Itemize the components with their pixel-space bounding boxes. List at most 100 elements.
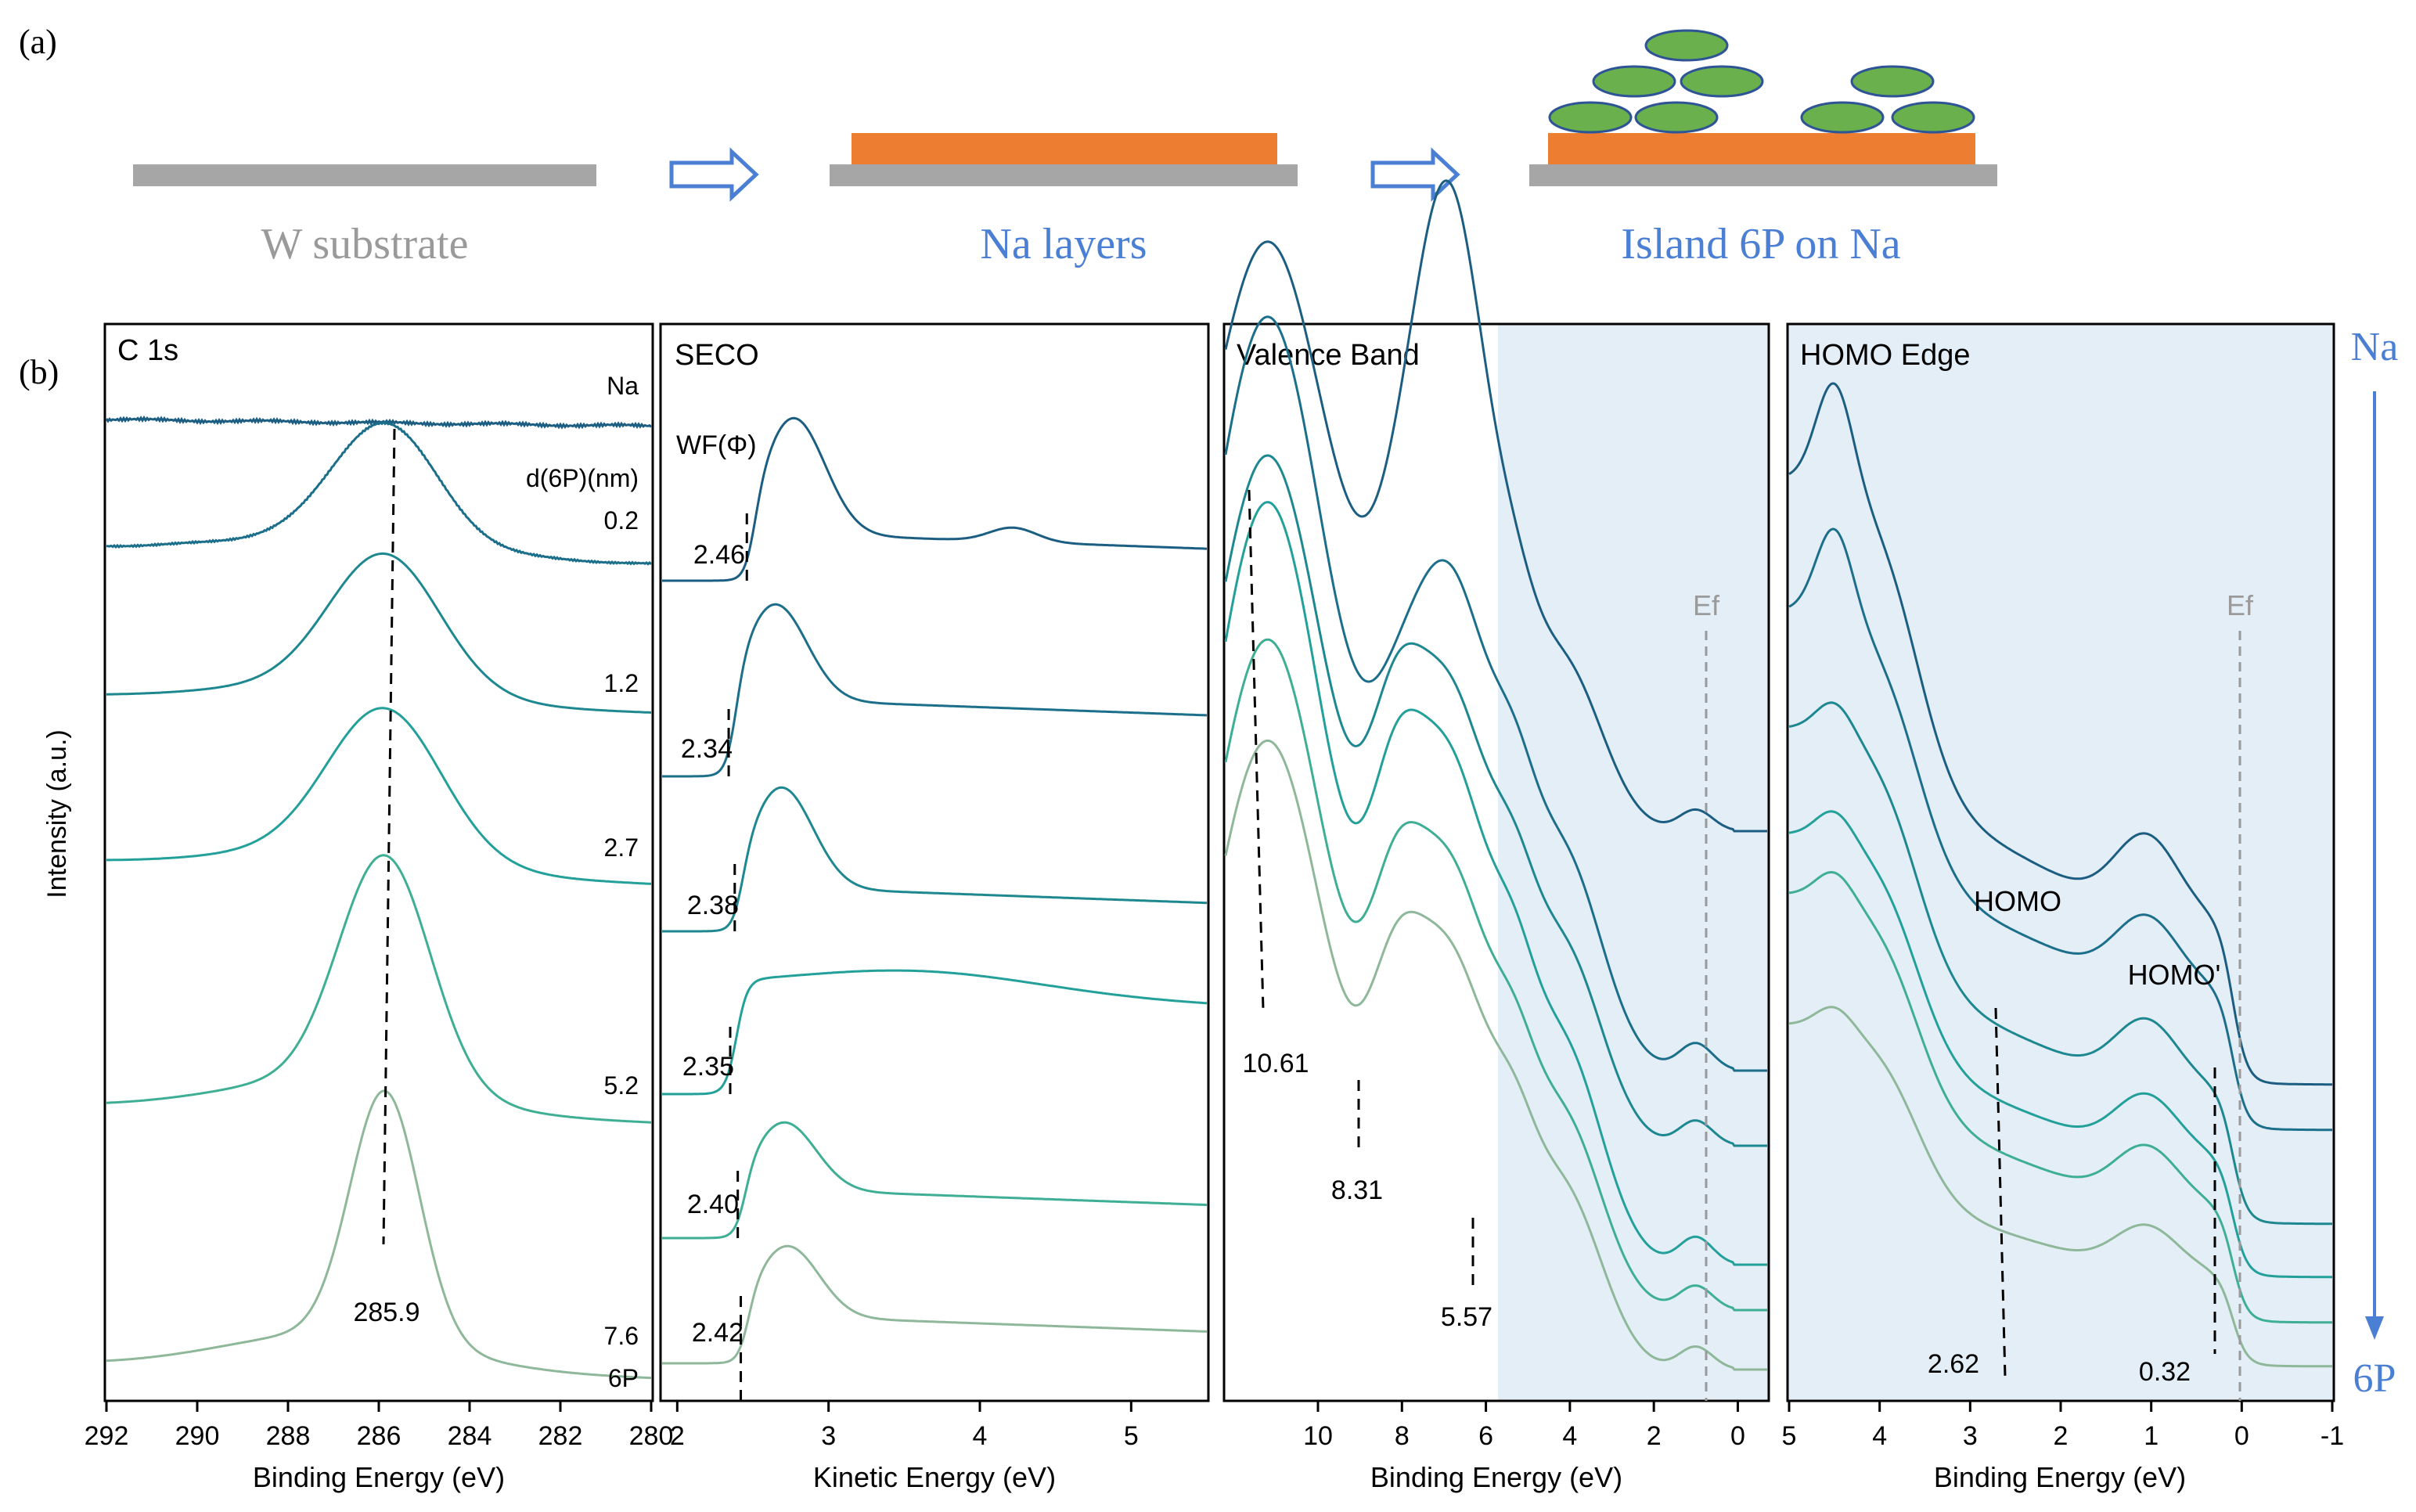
w-substrate-bar-3	[1529, 164, 1997, 186]
valence-band-title: Valence Band	[1237, 339, 1420, 372]
homo-x-axis-label: Binding Energy (eV)	[1934, 1461, 2186, 1493]
c1s-curve-5	[106, 1089, 651, 1380]
c1s-curve-3	[106, 707, 652, 885]
seco-curve-1	[662, 603, 1208, 778]
y-axis-label: Intensity (a.u.)	[42, 729, 72, 898]
vb-fermi-label: Ef	[1693, 589, 1720, 621]
homo-tick-label-5: 0	[2234, 1421, 2249, 1451]
seco-wf-value-2: 2.34	[681, 734, 733, 764]
seco-wf-value-4: 2.35	[682, 1052, 734, 1082]
stage-label-na-layers: Na layers	[980, 220, 1147, 268]
homo-curve-0	[1788, 382, 2332, 1086]
vb-annotation-5-57: 5.57	[1441, 1302, 1492, 1332]
c1s-series-label-2-7: 2.7	[604, 833, 639, 862]
c1s-tick-label-6: 280	[629, 1421, 674, 1451]
homo-tick-label-0: 5	[1782, 1421, 1797, 1451]
seco-tick-label-0: 2	[670, 1421, 685, 1451]
seco-curve-5	[662, 1244, 1207, 1365]
vb-tick-label-3: 4	[1562, 1421, 1577, 1451]
c1s-peak-guide-line	[382, 428, 396, 1245]
homo-annotation: HOMO	[1974, 885, 2061, 917]
vb-curve-5	[1224, 739, 1767, 1371]
homo-tick-label-3: 2	[2054, 1421, 2069, 1451]
seco-curve-3	[662, 969, 1208, 1096]
c1s-thickness-header: d(6P)(nm)	[526, 464, 639, 492]
c1s-tick-label-2: 288	[266, 1421, 311, 1451]
stage-label-w-substrate: W substrate	[261, 220, 469, 268]
valence-band-curves	[1224, 179, 1767, 1371]
homo-guide-line-2-62	[1994, 1007, 2007, 1378]
c1s-series-label-6p: 6P	[608, 1364, 639, 1392]
c1s-tick-label-5: 282	[538, 1421, 583, 1451]
homo-edge-shaded-region	[1788, 324, 2334, 1401]
homo-tick-label-1: 4	[1872, 1421, 1887, 1451]
6p-island-2	[1680, 65, 1764, 98]
seco-tick-label-3: 5	[1124, 1421, 1139, 1451]
valence-band-shaded-region	[1498, 324, 1769, 1401]
seco-panel-frame	[659, 322, 1210, 1402]
vb-curve-3	[1224, 501, 1767, 1266]
valence-band-panel-frame	[1222, 322, 1770, 1402]
homo-fermi-label: Ef	[2227, 589, 2254, 621]
c1s-series-label-0-2: 0.2	[604, 506, 639, 535]
seco-curve-4	[662, 1121, 1208, 1240]
c1s-series-label-1-2: 1.2	[604, 669, 639, 697]
vb-annotation-8-31: 8.31	[1331, 1175, 1383, 1205]
vb-tick-label-2: 6	[1478, 1421, 1493, 1451]
seco-wf-value-5: 2.40	[687, 1190, 739, 1219]
na-layer-bar	[852, 133, 1277, 167]
seco-tick-label-1: 3	[821, 1421, 836, 1451]
direction-top-label: Na	[2351, 325, 2399, 369]
homo-tick-label-6: -1	[2321, 1421, 2344, 1451]
6p-island-0	[1644, 29, 1729, 62]
homo-prime-annotation: HOMO'	[2128, 959, 2221, 991]
homo-curve-1	[1788, 527, 2333, 1132]
vb-curve-4	[1224, 638, 1767, 1312]
seco-wf-value-6: 2.42	[692, 1318, 744, 1348]
c1s-tick-label-4: 284	[448, 1421, 492, 1451]
vb-x-axis-label: Binding Energy (eV)	[1370, 1461, 1622, 1493]
c1s-series-label-7-6: 7.6	[604, 1322, 639, 1350]
stage-label-island-6p: Island 6P on Na	[1621, 220, 1900, 268]
6p-island-6	[1800, 101, 1885, 134]
homo-curve-5	[1788, 1006, 2332, 1368]
vb-guide-line-10-61	[1248, 489, 1265, 1010]
vb-tick-label-1: 8	[1395, 1421, 1410, 1451]
6p-island-5	[1850, 65, 1935, 98]
na-layer-bar-2	[1548, 133, 1975, 167]
6p-island-1	[1592, 65, 1676, 98]
homo-tick-label-2: 3	[1963, 1421, 1978, 1451]
vb-tick-label-0: 10	[1303, 1421, 1333, 1451]
6p-island-3	[1548, 101, 1633, 134]
w-substrate-bar-2	[830, 164, 1298, 186]
homo-curve-4	[1788, 870, 2332, 1324]
seco-wf-value-3: 2.38	[687, 891, 739, 920]
vb-curve-0	[1224, 179, 1767, 833]
c1s-title: C 1s	[117, 334, 178, 367]
c1s-curve-1	[106, 420, 653, 566]
c1s-curve-0	[105, 415, 653, 430]
seco-curves	[662, 416, 1208, 1365]
direction-bottom-label: 6P	[2353, 1356, 2396, 1401]
homo-annotation-2-62: 2.62	[1928, 1349, 1979, 1379]
w-substrate-bar	[133, 164, 596, 186]
vb-tick-label-5: 0	[1730, 1421, 1745, 1451]
c1s-curves	[105, 415, 653, 1380]
process-arrow-2-icon	[1370, 147, 1460, 202]
seco-wf-guides	[727, 513, 748, 1402]
homo-annotation-0-32: 0.32	[2139, 1357, 2191, 1387]
seco-wf-value-1: 2.46	[693, 540, 745, 570]
vb-tick-label-4: 2	[1647, 1421, 1662, 1451]
seco-tick-label-2: 4	[973, 1421, 988, 1451]
c1s-tick-label-0: 292	[85, 1421, 129, 1451]
c1s-series-label-na: Na	[607, 372, 639, 400]
6p-island-4	[1634, 101, 1719, 134]
panel-b-label: (b)	[19, 353, 59, 391]
c1s-curve-4	[106, 854, 652, 1124]
homo-curve-2	[1788, 701, 2332, 1226]
homo-tick-label-4: 1	[2144, 1421, 2159, 1451]
c1s-peak-value: 285.9	[353, 1298, 419, 1327]
seco-wf-header: WF(Φ)	[676, 430, 757, 460]
